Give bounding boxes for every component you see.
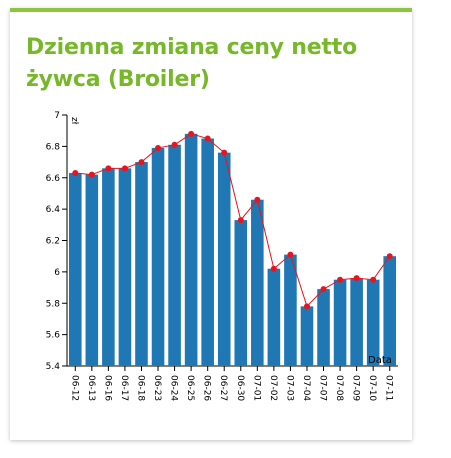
line-point	[188, 130, 195, 137]
line-point	[221, 149, 228, 156]
bar	[284, 254, 297, 366]
bars	[68, 133, 397, 366]
x-axis-label: Data	[368, 355, 392, 366]
line-point	[72, 170, 79, 177]
x-tick-label: 07-01	[251, 375, 261, 401]
bar	[234, 220, 248, 366]
y-tick-label: 6.6	[46, 174, 61, 184]
line-point	[105, 165, 112, 172]
chart-title: Dzienna zmiana ceny netto żywca (Broiler…	[26, 35, 357, 92]
line-point	[204, 135, 211, 142]
line-point	[138, 159, 145, 166]
bar	[366, 279, 380, 366]
line-point	[370, 276, 377, 283]
x-tick-label: 07-09	[351, 375, 361, 401]
y-tick-label: 6	[54, 268, 60, 278]
y-axis-label: zł	[69, 117, 79, 125]
x-tick-label: 06-30	[235, 375, 245, 401]
bar	[201, 138, 214, 366]
bar	[333, 279, 347, 366]
x-tick-label: 06-24	[169, 375, 179, 401]
x-tick-label: 06-26	[202, 375, 212, 401]
line-point	[270, 265, 277, 272]
x-tick-label: 06-12	[69, 375, 79, 401]
bar	[267, 268, 281, 366]
line-point	[237, 217, 244, 224]
bar	[251, 199, 264, 366]
x-tick-label: 07-02	[268, 375, 278, 401]
price-line	[72, 130, 393, 310]
x-tick-label: 06-17	[119, 375, 129, 401]
line-point	[88, 171, 95, 178]
y-tick-label: 6.8	[46, 142, 61, 152]
y-tick-label: 7	[54, 111, 60, 121]
y-tick-label: 6.4	[46, 205, 61, 215]
x-tick-label: 07-07	[318, 375, 328, 401]
line-point	[303, 303, 310, 310]
line-point	[287, 251, 294, 258]
line-point	[353, 275, 360, 282]
x-tick-label: 07-10	[367, 375, 377, 401]
x-tick-label: 06-25	[185, 375, 195, 401]
line-point	[155, 144, 162, 151]
line-point	[386, 253, 393, 260]
line-point	[337, 276, 344, 283]
x-tick-label: 07-03	[284, 375, 294, 401]
x-tick-label: 07-08	[334, 375, 344, 401]
x-tick-label: 07-04	[301, 375, 311, 401]
y-tick-label: 5.6	[46, 331, 61, 341]
bar	[217, 152, 231, 366]
line-point	[171, 141, 178, 148]
bar	[300, 306, 314, 366]
bar	[168, 144, 181, 366]
bar	[102, 168, 115, 366]
x-tick-label: 06-13	[86, 375, 96, 401]
bar	[350, 278, 363, 366]
y-tick-label: 6.2	[46, 237, 60, 247]
bar	[383, 256, 397, 366]
bar	[135, 162, 148, 366]
y-tick-label: 5.8	[46, 299, 61, 309]
bar	[85, 174, 99, 366]
bar	[151, 147, 165, 366]
line-point	[121, 165, 128, 172]
x-tick-label: 06-18	[135, 375, 145, 401]
x-tick-label: 06-23	[152, 375, 162, 401]
bar	[118, 168, 132, 366]
x-tick-label: 06-16	[102, 375, 112, 401]
y-tick-label: 5.4	[46, 362, 61, 372]
bar	[68, 173, 82, 366]
x-axis: 06-12 06-13 06-16 06-17 06-18 06-23 06-24 06-25…	[67, 365, 398, 401]
y-axis: 5.4 5.6 5.8 6 6.2 6.4 6.6 6.8 7	[46, 111, 68, 372]
x-tick-label: 06-27	[218, 375, 228, 401]
bar	[184, 133, 198, 366]
bar	[317, 289, 330, 366]
line-point	[320, 286, 327, 293]
x-tick-label: 07-11	[384, 375, 394, 401]
line-point	[254, 196, 261, 203]
